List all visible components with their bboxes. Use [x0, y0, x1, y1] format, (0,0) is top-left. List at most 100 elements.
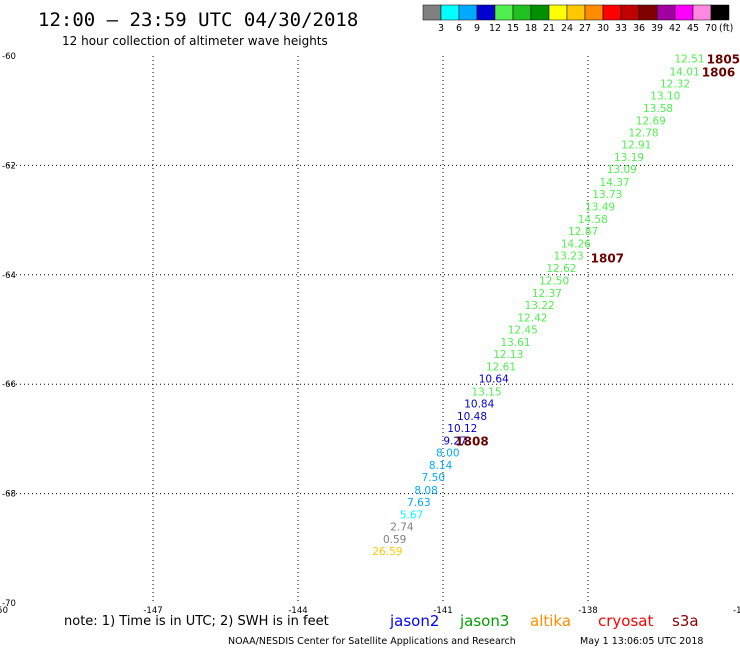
- x-tick-label: -135: [733, 606, 740, 616]
- legend-label: 33: [615, 23, 627, 34]
- x-tick-label: -150: [0, 606, 8, 616]
- wave-height-label: 26.59: [372, 546, 402, 558]
- legend-swatch: [566, 4, 586, 21]
- legend-label: 39: [651, 23, 663, 34]
- legend-label: 36: [633, 23, 645, 34]
- wave-height-label: 8.14: [429, 460, 453, 472]
- wave-height-label: 7.63: [407, 497, 430, 509]
- y-tick-label: -66: [2, 380, 16, 390]
- wave-height-label: 14.01: [670, 66, 700, 78]
- note-text: note: 1) Time is in UTC; 2) SWH is in fe…: [64, 614, 329, 629]
- wave-height-label: 10.64: [479, 374, 509, 386]
- wave-height-label: 10.48: [457, 411, 487, 423]
- legend-swatch: [458, 4, 478, 21]
- legend-swatch: [422, 4, 442, 21]
- legend-swatch: [494, 4, 514, 21]
- legend-swatch: [638, 4, 658, 21]
- wave-height-label: 12.78: [629, 128, 659, 140]
- legend-swatch: [440, 4, 460, 21]
- legend-label: 42: [669, 23, 681, 34]
- wave-height-label: 14.26: [561, 239, 591, 251]
- wave-height-label: 13.22: [525, 300, 555, 312]
- legend-unit: (ft): [719, 23, 733, 34]
- legend-label: 24: [561, 23, 573, 34]
- satellite-altika: altika: [530, 612, 571, 630]
- plot-area: -150 -147 -144 -141 -138 -135 -60 -62 -64 -66 -68 -…: [0, 52, 740, 616]
- wave-height-label: 8.08: [414, 485, 437, 497]
- wave-height-label: 13.23: [554, 251, 584, 263]
- wave-height-label: 12.50: [539, 275, 569, 287]
- wave-height-label: 12.51: [674, 54, 704, 66]
- satellite-jason2: jason2: [389, 612, 439, 630]
- x-tick-label: -138: [578, 606, 597, 616]
- legend-label: 15: [507, 23, 519, 34]
- wave-height-label: 12.13: [493, 349, 523, 361]
- chart-title: 12:00 — 23:59 UTC 04/30/2018: [38, 9, 358, 31]
- cycle-label: 1805: [707, 53, 740, 67]
- y-tick-label: -60: [2, 52, 16, 62]
- cycle-label: 1807: [591, 251, 624, 265]
- legend-swatch: [674, 4, 694, 21]
- wave-height-label: 7.50: [422, 472, 445, 484]
- wave-height-label: 12.32: [660, 78, 690, 90]
- legend-label: 3: [438, 23, 444, 34]
- chart-subtitle: 12 hour collection of altimeter wave hei…: [62, 34, 328, 48]
- legend-swatch: [476, 4, 496, 21]
- wave-height-label: 0.59: [383, 534, 406, 546]
- wave-height-label: 13.19: [614, 152, 644, 164]
- legend-swatch: [602, 4, 622, 21]
- wave-height-label: 9.27: [443, 436, 466, 448]
- legend-label: 18: [525, 23, 537, 34]
- wave-height-label: 13.49: [585, 201, 615, 213]
- wave-height-label: 12.61: [486, 362, 516, 374]
- wave-height-label: 14.58: [578, 214, 608, 226]
- cycle-label: 1808: [455, 435, 488, 449]
- legend-swatch: [530, 4, 550, 21]
- x-tick-label: -147: [143, 606, 162, 616]
- legend-label: 70: [705, 23, 717, 34]
- wave-height-label: 12.87: [568, 226, 598, 238]
- legend-label: 27: [579, 23, 591, 34]
- wave-height-label: 12.42: [517, 312, 547, 324]
- legend-label: 12: [489, 23, 501, 34]
- wave-height-label: 14.37: [600, 177, 630, 189]
- legend-label: 45: [687, 23, 699, 34]
- legend-label: 9: [474, 23, 480, 34]
- wave-height-label: 13.73: [592, 189, 622, 201]
- wave-height-label: 12.62: [546, 263, 576, 275]
- color-legend: 3 6 9 12 15 18 21 24 27 30 33 36 39 42 45 70 (ft): [422, 4, 733, 34]
- y-tick-label: -64: [2, 271, 16, 281]
- legend-swatch: [710, 4, 730, 21]
- y-tick-label: -62: [2, 161, 16, 171]
- wave-height-label: 13.09: [607, 164, 637, 176]
- legend-swatch: [584, 4, 604, 21]
- x-tick-label: -141: [433, 606, 452, 616]
- wave-height-label: 5.67: [400, 509, 423, 521]
- satellite-jason3: jason3: [459, 612, 509, 630]
- legend-swatch: [692, 4, 712, 21]
- wave-height-label: 12.37: [532, 288, 562, 300]
- x-tick-label: -144: [288, 606, 307, 616]
- legend-swatch: [620, 4, 640, 21]
- y-tick-label: -68: [2, 490, 16, 500]
- satellite-s3a: s3a: [672, 612, 699, 630]
- footer-credit: NOAA/NESDIS Center for Satellite Applica…: [228, 636, 516, 647]
- wave-height-label: 13.61: [500, 337, 530, 349]
- legend-swatch: [512, 4, 532, 21]
- satellite-cryosat: cryosat: [598, 612, 653, 630]
- wave-height-label: 10.84: [464, 398, 494, 410]
- y-tick-label: -70: [2, 599, 16, 609]
- wave-height-label: 8.00: [436, 448, 459, 460]
- wave-height-label: 13.10: [650, 90, 680, 102]
- footer-timestamp: May 1 13:06:05 UTC 2018: [580, 636, 703, 647]
- legend-label: 21: [543, 23, 555, 34]
- legend-label: 6: [456, 23, 462, 34]
- cycle-label: 1806: [702, 65, 735, 79]
- legend-swatch: [656, 4, 676, 21]
- wave-height-label: 12.45: [508, 325, 538, 337]
- wave-height-label: 13.15: [471, 386, 501, 398]
- wave-height-label: 10.12: [447, 423, 477, 435]
- wave-height-label: 12.91: [621, 140, 651, 152]
- wave-height-label: 12.69: [636, 116, 666, 128]
